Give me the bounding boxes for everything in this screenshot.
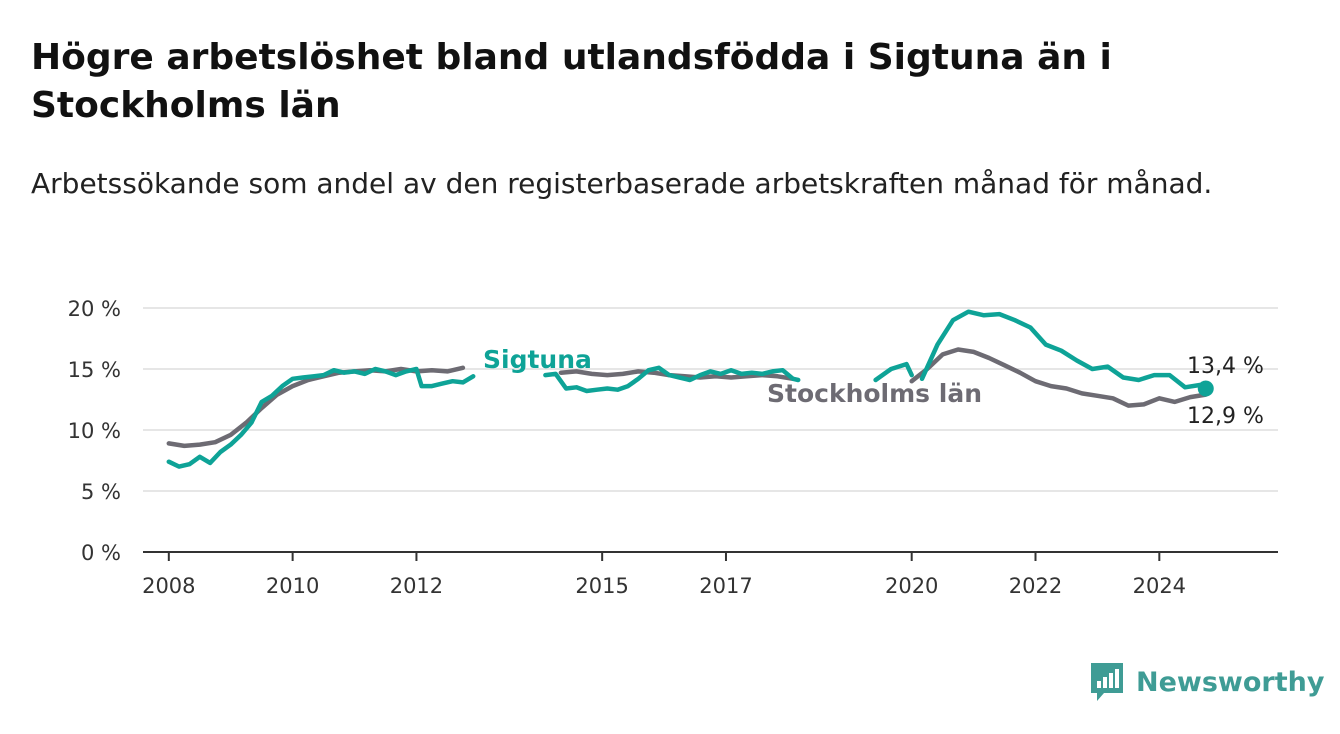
series-line-stockholm [166, 347, 1209, 449]
x-tick-label: 2012 [390, 574, 443, 598]
brand: Newsworthy [1088, 660, 1324, 704]
brand-name: Newsworthy [1136, 666, 1325, 698]
x-tick-label: 2022 [1009, 574, 1062, 598]
y-tick-label: 0 % [81, 541, 121, 565]
chart-title: Högre arbetslöshet bland utlandsfödda i … [31, 37, 1112, 126]
x-tick-label: 2020 [885, 574, 938, 598]
x-tick-label: 2024 [1133, 574, 1186, 598]
newsworthy-logo-icon [1091, 663, 1123, 701]
y-tick-label: 10 % [68, 419, 121, 443]
series-line-sigtuna [166, 309, 1209, 469]
series-label-sigtuna: Sigtuna [483, 345, 592, 374]
end-value-label-stockholm: 12,9 % [1187, 404, 1264, 429]
x-tick-label: 2008 [142, 574, 195, 598]
series-label-stockholm: Stockholms län [767, 379, 982, 408]
y-tick-label: 20 % [68, 297, 121, 321]
x-tick-label: 2017 [699, 574, 752, 598]
y-tick-label: 15 % [68, 358, 121, 382]
chart-subtitle: Arbetssökande som andel av den registerb… [31, 167, 1213, 200]
end-value-label-sigtuna: 13,4 % [1187, 354, 1264, 379]
y-tick-label: 5 % [81, 480, 121, 504]
x-tick-label: 2015 [575, 574, 628, 598]
x-tick-label: 2010 [266, 574, 319, 598]
series-end-marker-sigtuna [1197, 380, 1214, 397]
